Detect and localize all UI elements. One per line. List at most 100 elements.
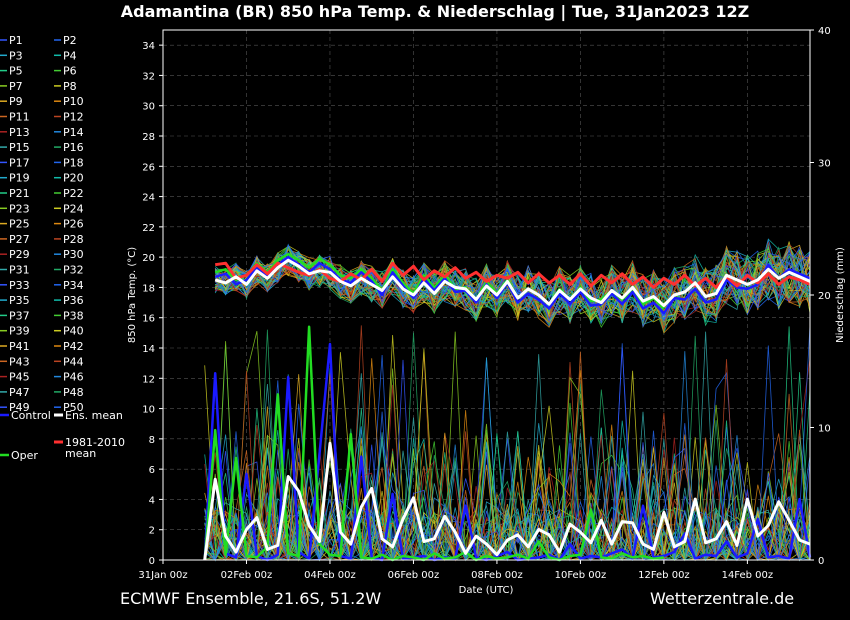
legend-item-label: P2 (63, 34, 77, 47)
legend-item-label: P41 (9, 340, 30, 353)
legend-item-label: P10 (63, 95, 84, 108)
x-tick-label: 10Feb 00z (555, 570, 607, 581)
legend-item-label: P30 (63, 248, 84, 261)
legend-item-label: P45 (9, 371, 30, 384)
y-left-tick-label: 2 (149, 526, 155, 537)
member-precip-lines (204, 324, 811, 562)
legend-item-label: P32 (63, 264, 84, 277)
legend-item-label: P25 (9, 218, 30, 231)
y-right-tick-label: 20 (818, 291, 831, 302)
legend-item-label: P47 (9, 386, 30, 399)
legend-item-label: P22 (63, 187, 84, 200)
legend-item-label: P33 (9, 279, 30, 292)
y-left-tick-label: 4 (149, 495, 155, 506)
y-left-tick-label: 12 (142, 374, 155, 385)
x-tick-label: 06Feb 00z (388, 570, 440, 581)
legend-item-label: P40 (63, 325, 84, 338)
series-oper-temp (214, 252, 665, 310)
legend-item-label: P27 (9, 233, 30, 246)
y-left-tick-label: 26 (142, 162, 155, 173)
series-ens-mean-precip (203, 441, 811, 561)
legend-item-label: P48 (63, 386, 84, 399)
series-control-precip (203, 342, 812, 562)
legend-item-label: P5 (9, 65, 23, 78)
legend-oper-label: Oper (11, 449, 38, 462)
y-left-tick-label: 6 (149, 465, 155, 476)
y-left-tick-label: 18 (142, 283, 155, 294)
legend-item-label: P50 (63, 401, 84, 414)
legend-item-label: P23 (9, 202, 30, 215)
legend-item-label: P26 (63, 218, 84, 231)
chart-title: Adamantina (BR) 850 hPa Temp. & Niedersc… (121, 2, 750, 22)
series-ens-mean-temp (214, 258, 811, 308)
legend-item-label: P8 (63, 80, 77, 93)
footer-site: Wetterzentrale.de (650, 589, 794, 608)
legend-climate-label: 1981-2010 (65, 436, 125, 449)
series-control-temp (214, 255, 811, 315)
y-left-tick-label: 8 (149, 435, 155, 446)
y-left-tick-label: 22 (142, 223, 155, 234)
legend-item-label: P43 (9, 355, 30, 368)
y-left-tick-label: 34 (142, 41, 155, 52)
y-left-tick-label: 16 (142, 314, 155, 325)
legend-item-label: P36 (63, 294, 84, 307)
y-left-tick-label: 14 (142, 344, 155, 355)
x-tick-label: 02Feb 00z (221, 570, 273, 581)
legend-item-label: P39 (9, 325, 30, 338)
x-tick-label: 12Feb 00z (638, 570, 690, 581)
member-precip-line (204, 351, 811, 562)
legend-item-label: P46 (63, 371, 84, 384)
legend-item-label: P6 (63, 65, 77, 78)
legend-item-label: P42 (63, 340, 84, 353)
y-right-tick-label: 40 (818, 26, 831, 37)
legend-item-label: P12 (63, 111, 84, 124)
legend-item-label: P29 (9, 248, 30, 261)
legend-item-label: P44 (63, 355, 84, 368)
series-oper-precip (203, 325, 665, 562)
y-axis-right-ticks: 0 10 20 30 40 (810, 26, 831, 567)
x-tick-label: 31Jan 00z (138, 570, 187, 581)
x-tick-label: 04Feb 00z (304, 570, 356, 581)
main-series (203, 252, 812, 562)
legend-control-label: Control (11, 409, 51, 422)
legend-item-label: P11 (9, 111, 30, 124)
legend-item-label: P17 (9, 156, 30, 169)
legend-item-label: P34 (63, 279, 84, 292)
legend-item-label: P13 (9, 126, 30, 139)
y-right-tick-label: 30 (818, 159, 831, 170)
legend-item-label: P24 (63, 202, 84, 215)
legend-item-label: P38 (63, 309, 84, 322)
legend-item-label: P3 (9, 49, 23, 62)
legend-item-label: P21 (9, 187, 30, 200)
y-left-tick-label: 10 (142, 405, 155, 416)
legend-item-label: P35 (9, 294, 30, 307)
legend-item-label: P19 (9, 172, 30, 185)
legend-item-label: P4 (63, 49, 77, 62)
legend: P1 P2 P3 P4 P5 P6 P7 P8 P9 P10 P11 P12 P13 P14 P15 P16 P… (0, 34, 125, 462)
legend-item-label: P20 (63, 172, 84, 185)
legend-item-label: P37 (9, 309, 30, 322)
y-axis-left-label: 850 hPa Temp. (°C) (127, 247, 138, 343)
legend-item-label: P15 (9, 141, 30, 154)
legend-item-label: P9 (9, 95, 23, 108)
legend-item-label: P1 (9, 34, 23, 47)
y-left-tick-label: 20 (142, 253, 155, 264)
footer-source: ECMWF Ensemble, 21.6S, 51.2W (120, 589, 381, 608)
legend-item-label: P14 (63, 126, 84, 139)
legend-item-label: P49 (9, 401, 30, 414)
member-temp-line (214, 244, 811, 323)
y-right-tick-label: 10 (818, 424, 831, 435)
y-left-tick-label: 0 (149, 556, 155, 567)
y-left-tick-label: 30 (142, 102, 155, 113)
member-temp-line (215, 245, 811, 324)
y-left-tick-label: 28 (142, 132, 155, 143)
member-temp-line (214, 246, 811, 323)
legend-item-label: P16 (63, 141, 84, 154)
legend-item-label: P31 (9, 264, 30, 277)
y-left-tick-label: 24 (142, 193, 155, 204)
y-axis-right-label: Niederschlag (mm) (835, 247, 846, 343)
legend-ens-mean-label: Ens. mean (65, 409, 123, 422)
x-axis-label: Date (UTC) (459, 585, 514, 596)
